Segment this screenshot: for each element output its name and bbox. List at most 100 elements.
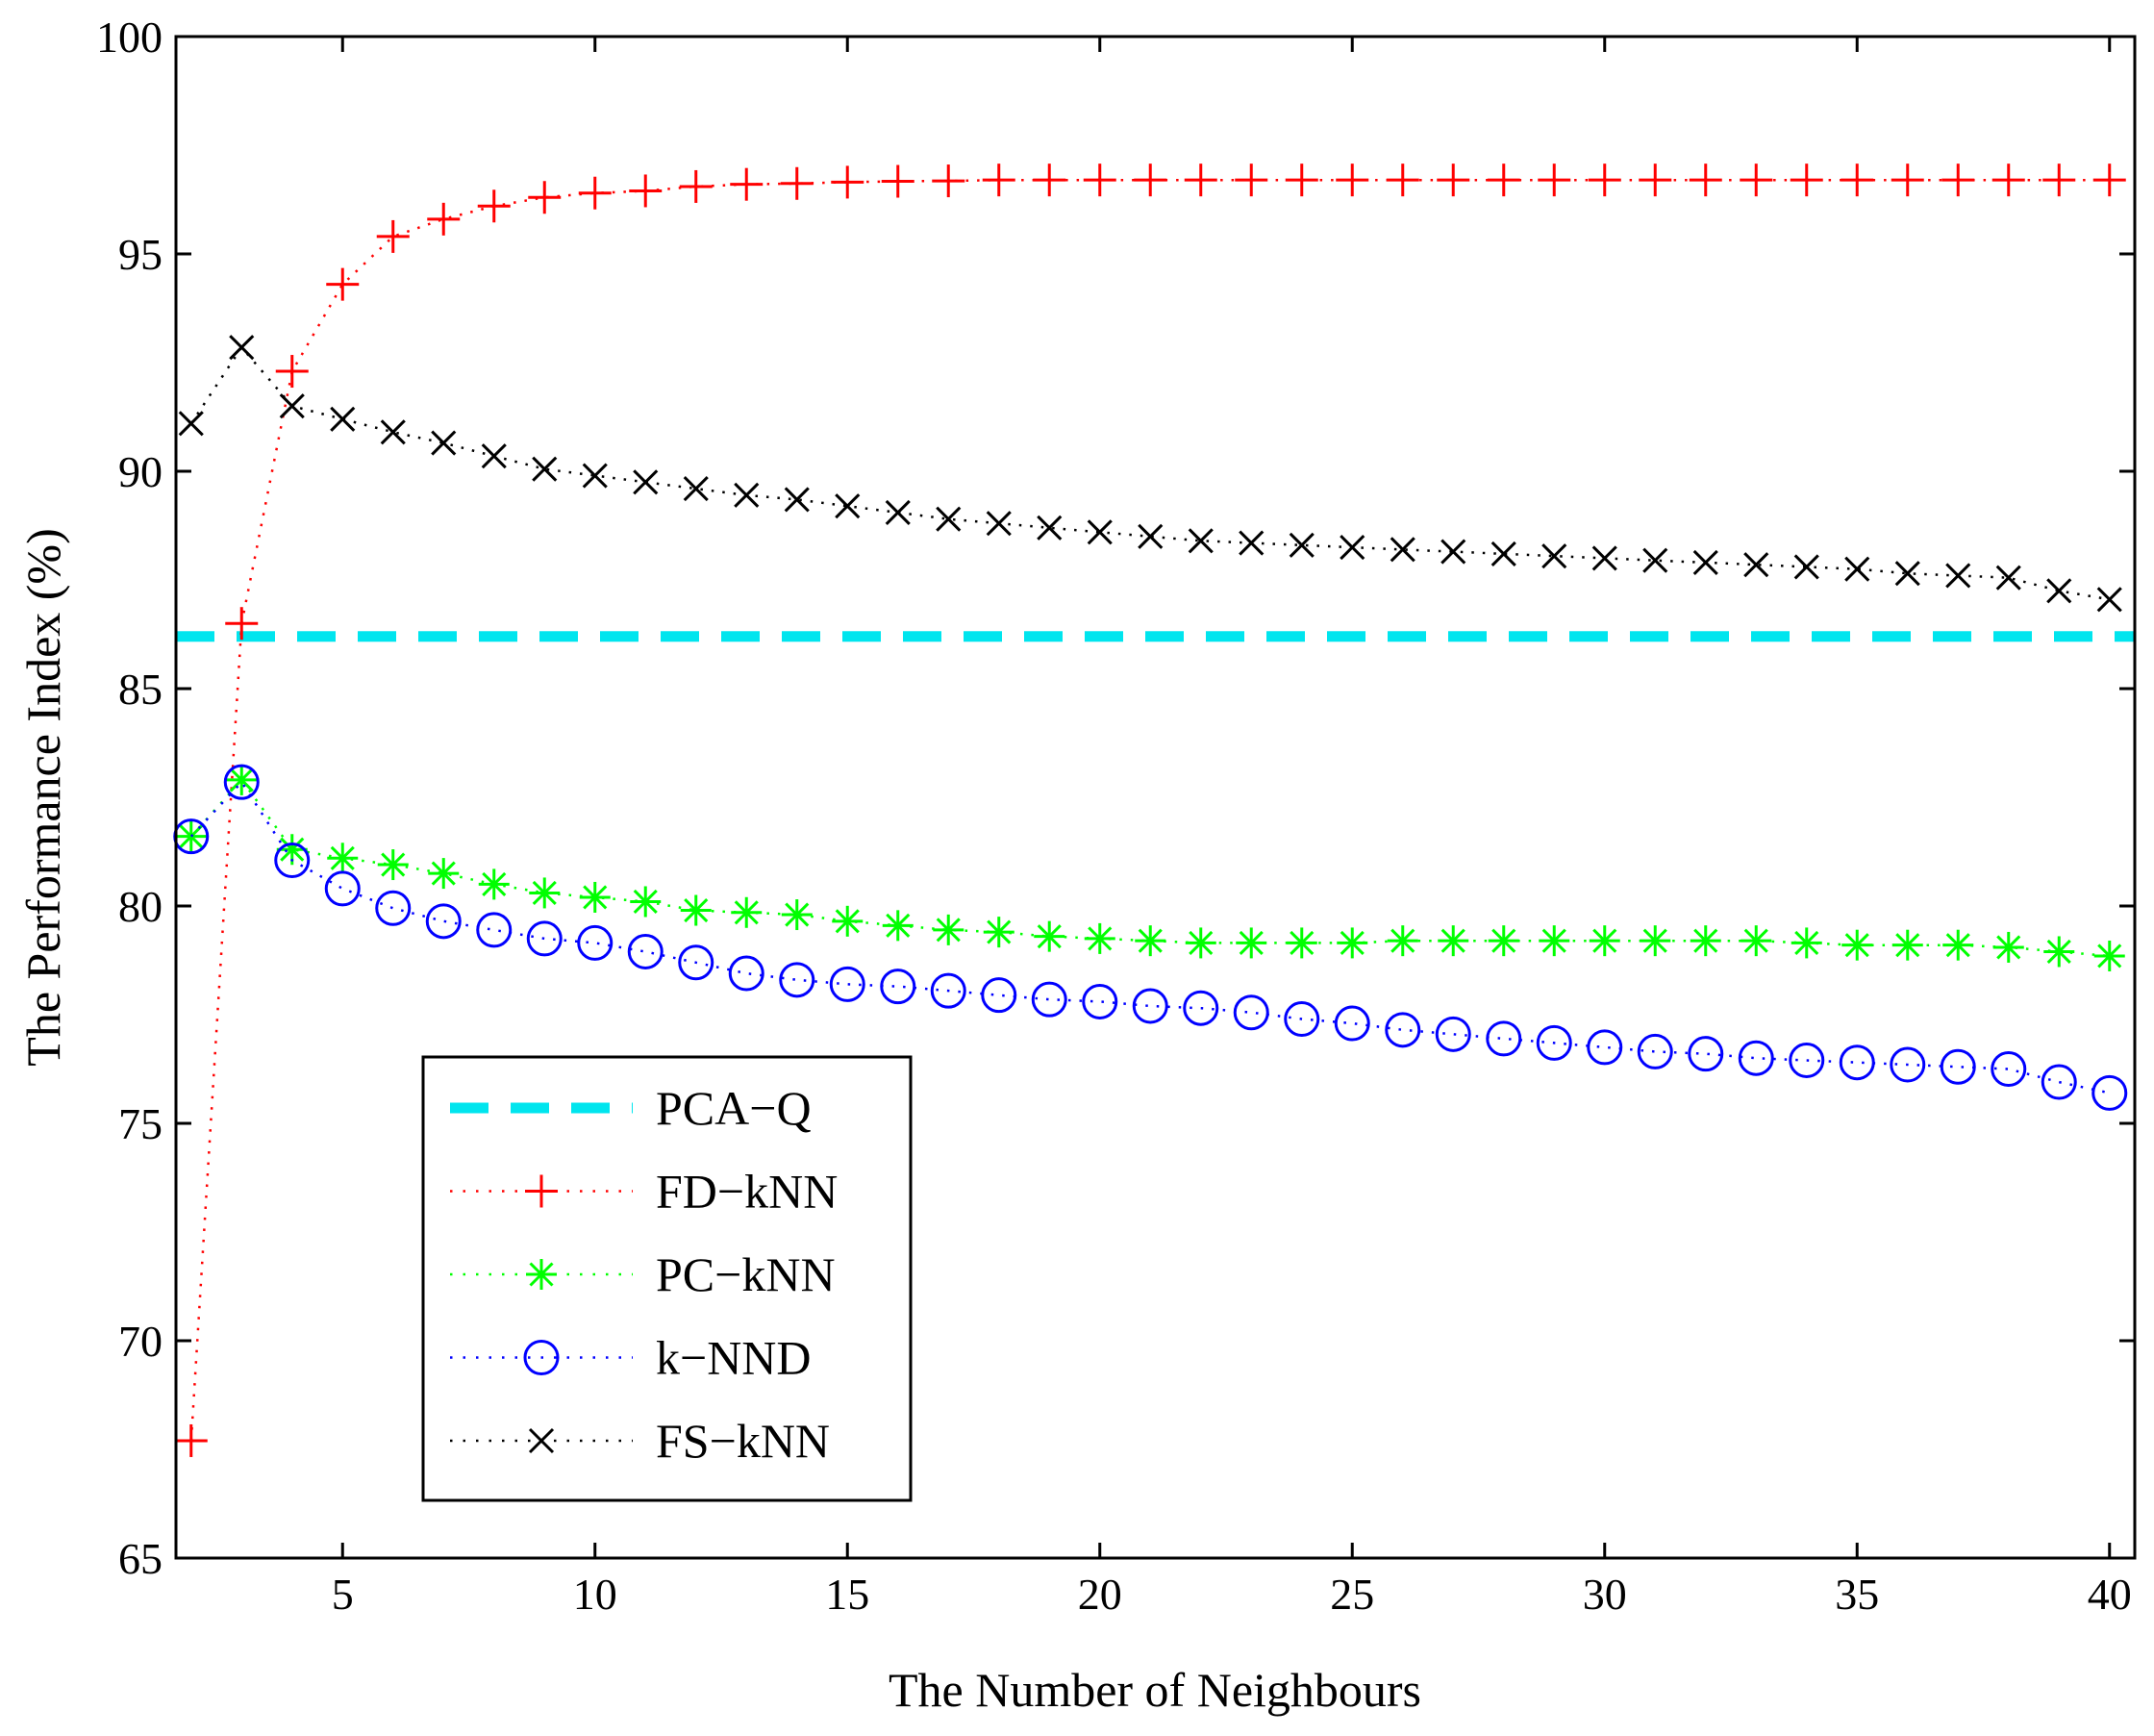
series-pc-knn-point — [1791, 927, 1822, 959]
series-fs-knn-point-stroke — [1390, 537, 1415, 563]
series-pc-knn-point — [2093, 940, 2125, 971]
series-pc-knn-point-stroke — [1844, 933, 1869, 958]
series-fd-knn-point — [1184, 164, 1217, 197]
series-pc-knn-point — [630, 886, 662, 918]
series-pc-knn-point — [1337, 927, 1368, 959]
series-fs-knn-point-stroke — [178, 411, 204, 437]
series-pc-knn-point-stroke — [280, 837, 305, 862]
series-fs-knn-point-stroke — [229, 335, 255, 361]
series-fs-knn-point-stroke — [1440, 539, 1466, 565]
series-fd-knn-point — [1033, 164, 1066, 197]
y-tick-label: 70 — [118, 1317, 163, 1366]
series-fd-knn-point — [376, 219, 410, 253]
series-k-nnd-point — [526, 920, 563, 957]
series-k-nnd-point — [324, 870, 361, 907]
series-pc-knn-point-stroke — [330, 845, 355, 870]
series-fs-knn-point-stroke — [633, 469, 659, 495]
series-pc-knn-point — [1640, 925, 1671, 957]
x-tick-label: 35 — [1835, 1570, 1879, 1619]
series-pc-knn-point — [1488, 925, 1519, 957]
series-fs-knn-point-stroke — [1692, 549, 1718, 575]
series-pc-knn-point-stroke — [1340, 930, 1365, 955]
series-pc-knn-point-stroke — [835, 909, 860, 934]
series-k-nnd-point — [1587, 1029, 1623, 1066]
legend-entry-fd-knn: FD−kNN — [450, 1165, 838, 1219]
series-k-nnd-point-ring — [1183, 990, 1219, 1026]
series-fs-knn-point-stroke — [1793, 554, 1819, 580]
series-fs-knn-point — [1541, 543, 1567, 569]
series-pc-knn-point — [175, 820, 207, 852]
series-k-nnd-point-ring — [930, 972, 966, 1009]
series-fs-knn-point — [1239, 530, 1265, 556]
series-k-nnd-point-ring — [476, 912, 513, 948]
series-fs-knn-point — [1188, 528, 1214, 554]
series-pc-knn-point-stroke — [482, 871, 507, 896]
legend-marker-fd-knn — [525, 1174, 558, 1208]
series-pc-knn-point-stroke — [785, 902, 810, 927]
series-fs-knn-point — [1995, 565, 2021, 591]
series-fd-knn-point — [1639, 164, 1672, 197]
series-k-nnd-point — [223, 764, 260, 800]
series-fs-knn-point-stroke — [2096, 587, 2122, 613]
series-fs-knn-point-stroke — [885, 499, 911, 526]
series-fd-knn-point — [275, 355, 309, 389]
series-fs-knn-point-stroke — [1087, 519, 1113, 545]
series-fs-knn-point-stroke — [2046, 578, 2072, 604]
series-pc-knn-point — [731, 896, 763, 928]
series-fs-knn-point — [1037, 515, 1063, 541]
series-pc-knn-point-stroke — [1794, 930, 1819, 955]
x-axis-title: The Number of Neighbours — [889, 1663, 1421, 1717]
series-pc-knn-point — [327, 843, 359, 874]
series-fs-knn-point — [1793, 554, 1819, 580]
y-tick-label: 80 — [118, 882, 163, 931]
legend-entries: PCA−Q FD−kNN PC−kNN k−NND FS−kNN — [450, 1081, 838, 1468]
series-fs-knn-point — [532, 456, 558, 482]
series-fs-knn-point — [1289, 532, 1315, 558]
series-pc-knn-point — [680, 894, 712, 926]
x-tick-label: 20 — [1078, 1570, 1122, 1619]
series-pc-knn-point — [1286, 927, 1317, 959]
series-k-nnd-point — [1940, 1048, 1976, 1085]
series-fs-knn-point — [481, 443, 507, 469]
series-pc-knn-point — [1891, 929, 1923, 961]
series-k-nnd-point-ring — [728, 955, 764, 992]
series-k-nnd-point — [1334, 1005, 1370, 1042]
series-pc-knn-point — [1942, 929, 1974, 961]
series-k-nnd-point-ring — [981, 977, 1017, 1014]
series-pc-knn-point-stroke — [987, 919, 1012, 944]
series-k-nnd-point — [1536, 1024, 1572, 1061]
series-pc-knn-point — [428, 858, 460, 890]
series-k-nnd-point — [779, 962, 815, 998]
series-fd-knn-point — [1689, 164, 1722, 197]
series-fd-knn-point — [1083, 164, 1116, 197]
series-fs-knn-point — [784, 487, 810, 513]
plot-area-frame — [174, 35, 2137, 1560]
series-fs-knn-point — [2046, 578, 2072, 604]
series-k-nnd-point — [1789, 1042, 1825, 1078]
series-k-nnd-point — [1385, 1012, 1421, 1048]
series-k-nnd-point — [1991, 1051, 2027, 1087]
series-pc-knn-point — [1539, 925, 1570, 957]
series-k-nnd-point — [1082, 983, 1118, 1019]
series-fs-knn-point — [1390, 537, 1415, 563]
series-k-nnd-point-ring — [1839, 1044, 1875, 1081]
series-fs-knn-point-stroke — [1289, 532, 1315, 558]
series-pc-knn-point-stroke — [734, 900, 759, 925]
series-pc-knn-point — [882, 910, 914, 942]
series-fs-knn-point — [633, 469, 659, 495]
series-k-nnd-point — [728, 955, 764, 992]
series-fs-knn-point — [279, 393, 305, 419]
series-pc-knn-point-stroke — [1290, 930, 1315, 955]
series-fd-knn-point — [982, 164, 1015, 197]
series-fd-knn-point — [427, 202, 461, 236]
series-fs-knn-point-stroke — [582, 463, 608, 489]
series-pc-knn-point — [1135, 925, 1166, 957]
series-fd-knn-point — [1336, 164, 1369, 197]
series-fs-knn-point — [1894, 561, 1920, 587]
series-fs-knn-point — [431, 430, 457, 456]
series-fd-knn-point — [1790, 164, 1823, 197]
series-layer — [173, 164, 2135, 1457]
series-pc-knn-point-stroke — [1642, 928, 1667, 953]
series-k-nnd-point — [981, 977, 1017, 1014]
series-pc-knn-point-stroke — [179, 824, 204, 849]
